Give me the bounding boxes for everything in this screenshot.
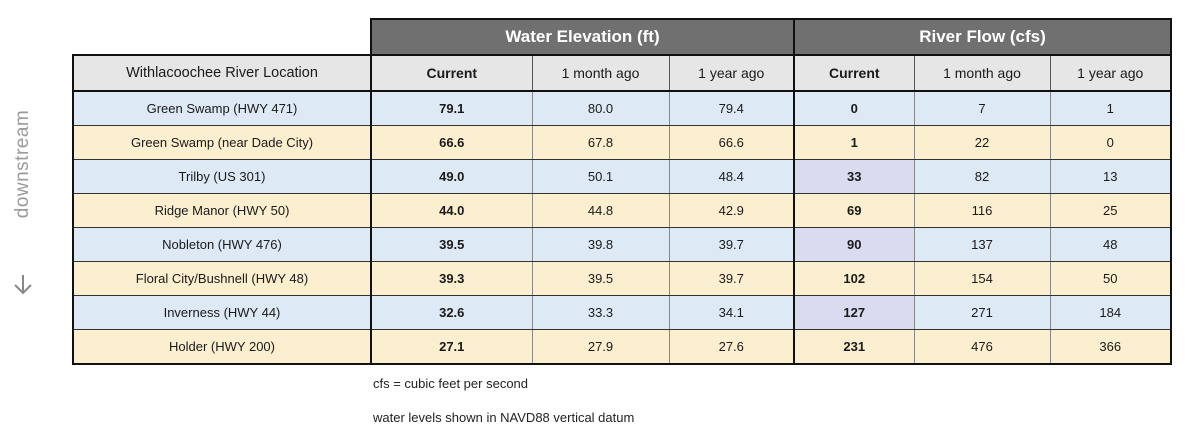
table-row: Floral City/Bushnell (HWY 48) 39.3 39.5 39.… [72, 261, 1172, 296]
table-row: Trilby (US 301) 49.0 50.1 48.4 33 82 13 [72, 159, 1172, 194]
downstream-indicator: downstream [6, 86, 40, 301]
flow-current-cell: 90 [793, 227, 914, 262]
elevation-year-cell: 48.4 [668, 159, 794, 194]
table-row: Green Swamp (HWY 471) 79.1 80.0 79.4 0 7 1 [72, 91, 1172, 126]
elevation-month-cell: 67.8 [531, 125, 669, 160]
cfs-note: cfs = cubic feet per second [373, 376, 529, 391]
flow-year-cell: 366 [1049, 329, 1172, 365]
elevation-current-header: Current [370, 54, 532, 92]
table-row: Ridge Manor (HWY 50) 44.0 44.8 42.9 69 116 25 [72, 193, 1172, 228]
flow-month-cell: 271 [913, 295, 1050, 330]
table-row: Green Swamp (near Dade City) 66.6 67.8 66.6… [72, 125, 1172, 160]
location-cell: Green Swamp (near Dade City) [72, 125, 371, 160]
elevation-current-cell: 39.5 [370, 227, 532, 262]
flow-month-cell: 22 [913, 125, 1050, 160]
flow-year-cell: 13 [1049, 159, 1172, 194]
elevation-month-header: 1 month ago [531, 54, 669, 92]
flow-year-cell: 50 [1049, 261, 1172, 296]
elevation-month-cell: 50.1 [531, 159, 669, 194]
flow-current-cell: 33 [793, 159, 914, 194]
location-cell: Ridge Manor (HWY 50) [72, 193, 371, 228]
header-spacer [73, 19, 371, 55]
flow-year-cell: 0 [1049, 125, 1172, 160]
flow-current-cell: 69 [793, 193, 914, 228]
table-notes: cfs = cubic feet per second water levels… [373, 376, 634, 444]
flow-month-cell: 116 [913, 193, 1050, 228]
elevation-current-cell: 79.1 [370, 91, 532, 126]
elevation-year-cell: 27.6 [668, 329, 794, 365]
flow-current-cell: 1 [793, 125, 914, 160]
flow-year-header: 1 year ago [1049, 54, 1172, 92]
flow-current-header: Current [793, 54, 914, 92]
river-data-table: Water Elevation (ft) River Flow (cfs) Wi… [72, 18, 1172, 365]
water-elevation-header: Water Elevation (ft) [370, 18, 795, 55]
flow-current-cell: 231 [793, 329, 914, 365]
elevation-year-cell: 39.7 [668, 261, 794, 296]
elevation-year-cell: 79.4 [668, 91, 794, 126]
elevation-current-cell: 32.6 [370, 295, 532, 330]
table-row: Holder (HWY 200) 27.1 27.9 27.6 231 476 366 [72, 329, 1172, 365]
elevation-year-cell: 34.1 [668, 295, 794, 330]
elevation-month-cell: 27.9 [531, 329, 669, 365]
flow-month-cell: 7 [913, 91, 1050, 126]
flow-year-cell: 25 [1049, 193, 1172, 228]
flow-month-cell: 82 [913, 159, 1050, 194]
elevation-month-cell: 44.8 [531, 193, 669, 228]
location-cell: Trilby (US 301) [72, 159, 371, 194]
table-row: Inverness (HWY 44) 32.6 33.3 34.1 127 271 184 [72, 295, 1172, 330]
flow-year-cell: 48 [1049, 227, 1172, 262]
elevation-current-cell: 27.1 [370, 329, 532, 365]
elevation-month-cell: 33.3 [531, 295, 669, 330]
elevation-month-cell: 80.0 [531, 91, 669, 126]
flow-month-cell: 154 [913, 261, 1050, 296]
flow-year-cell: 1 [1049, 91, 1172, 126]
elevation-year-cell: 66.6 [668, 125, 794, 160]
location-column-header: Withlacoochee River Location [72, 54, 371, 92]
location-cell: Nobleton (HWY 476) [72, 227, 371, 262]
elevation-month-cell: 39.5 [531, 261, 669, 296]
elevation-month-cell: 39.8 [531, 227, 669, 262]
arrow-down-icon [14, 275, 32, 295]
elevation-current-cell: 44.0 [370, 193, 532, 228]
flow-current-cell: 127 [793, 295, 914, 330]
river-flow-header: River Flow (cfs) [793, 18, 1172, 55]
downstream-label: downstream [12, 109, 33, 219]
elevation-year-header: 1 year ago [668, 54, 794, 92]
flow-month-cell: 137 [913, 227, 1050, 262]
location-cell: Green Swamp (HWY 471) [72, 91, 371, 126]
elevation-current-cell: 66.6 [370, 125, 532, 160]
flow-month-header: 1 month ago [913, 54, 1050, 92]
flow-month-cell: 476 [913, 329, 1050, 365]
elevation-current-cell: 39.3 [370, 261, 532, 296]
elevation-year-cell: 39.7 [668, 227, 794, 262]
flow-current-cell: 102 [793, 261, 914, 296]
table-row: Nobleton (HWY 476) 39.5 39.8 39.7 90 137 48 [72, 227, 1172, 262]
flow-year-cell: 184 [1049, 295, 1172, 330]
datum-note: water levels shown in NAVD88 vertical da… [373, 410, 635, 425]
flow-current-cell: 0 [793, 91, 914, 126]
elevation-year-cell: 42.9 [668, 193, 794, 228]
location-cell: Inverness (HWY 44) [72, 295, 371, 330]
elevation-current-cell: 49.0 [370, 159, 532, 194]
location-cell: Floral City/Bushnell (HWY 48) [72, 261, 371, 296]
location-cell: Holder (HWY 200) [72, 329, 371, 365]
